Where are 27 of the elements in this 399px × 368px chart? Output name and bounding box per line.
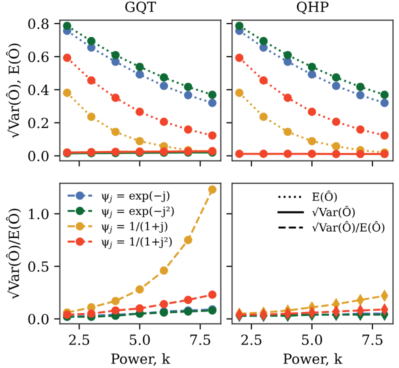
x-axis-title: Power, k xyxy=(111,353,170,366)
y-axis-title: √Var(Ô), E(Ô) xyxy=(6,44,22,138)
y-tick-label: 0.8 xyxy=(28,18,48,30)
legend-label: √Var(Ô)/E(Ô) xyxy=(312,221,384,234)
legend-label: ψ$_{j}$ = 1/(1+j) xyxy=(102,222,168,234)
x-tick-label: 7.5 xyxy=(190,334,210,346)
x-tick-label: 2.5 xyxy=(241,334,262,346)
y-tick-label: 1.0 xyxy=(29,208,49,220)
x-tick-label: 5.0 xyxy=(302,334,322,346)
y-tick-label: 0.5 xyxy=(28,261,48,272)
y-axis-title: √Var(Ô)/E(Ô) xyxy=(6,208,22,300)
legend-label: ψ$_{j}$ = 1/(1+j²) xyxy=(102,237,172,249)
x-tick-label: 7.5 xyxy=(362,334,382,346)
y-tick-label: 0.4 xyxy=(28,84,49,96)
legend-label: √Var(Ô) xyxy=(312,206,355,218)
y-tick-label: 0.0 xyxy=(28,150,49,162)
y-tick-label: 0.6 xyxy=(28,52,49,62)
x-axis-title: Power, k xyxy=(284,353,342,366)
x-tick-label: 5.0 xyxy=(130,334,150,346)
legend-label: ψ$_{j}$ = exp(−j²) xyxy=(102,206,174,218)
y-tick-label: 0.0 xyxy=(28,314,49,324)
y-tick-label: 0.2 xyxy=(28,118,48,128)
chart-title: GQT xyxy=(125,2,156,14)
legend-label: E(Ô) xyxy=(312,190,337,202)
chart-title: QHP xyxy=(296,2,328,14)
x-tick-label: 2.5 xyxy=(69,334,90,346)
legend-label: ψ$_{j}$ = exp(−j) xyxy=(102,191,170,203)
